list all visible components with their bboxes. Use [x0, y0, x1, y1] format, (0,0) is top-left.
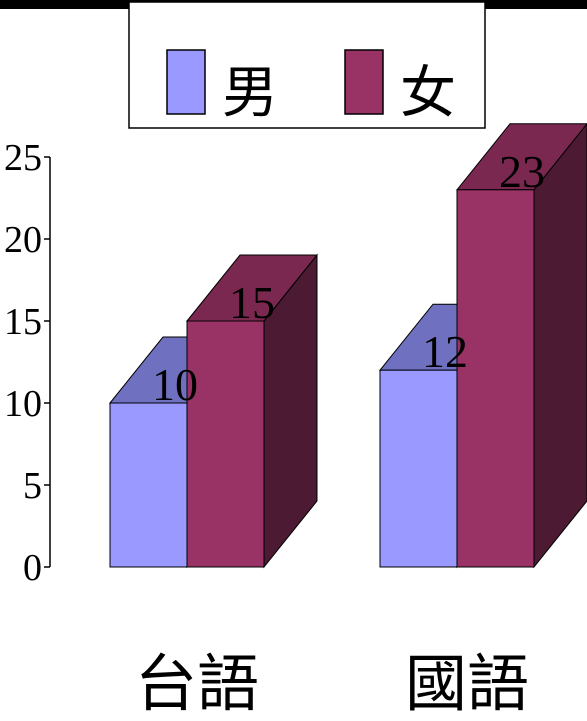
bar-female-0: [185, 253, 319, 569]
bar-front-face: [109, 402, 188, 568]
category-label-taiyu: 台語: [135, 647, 259, 720]
legend-swatch-female: [344, 49, 384, 115]
y-tick-label: 25: [4, 137, 42, 179]
legend: 男 女: [128, 1, 486, 129]
category-labels: 台語 國語: [135, 647, 529, 720]
y-tick-label: 5: [23, 465, 42, 507]
bar-front-face: [379, 369, 458, 568]
legend-label-female: 女: [400, 61, 456, 126]
bar-front-face: [186, 320, 265, 568]
y-tick-label: 15: [4, 301, 42, 343]
data-labels: 10 15 12 23: [152, 146, 545, 410]
y-axis: 0 5 10 15 20 25: [4, 137, 51, 589]
legend-label-male: 男: [222, 61, 278, 126]
category-label-guoyu: 國語: [405, 647, 529, 720]
data-label: 23: [499, 146, 545, 197]
y-tick-label: 20: [4, 219, 42, 261]
legend-swatch-male: [166, 49, 206, 115]
data-label: 12: [422, 326, 468, 377]
y-tick-label: 0: [23, 547, 42, 589]
y-tick-label: 10: [4, 383, 42, 425]
bars: [108, 123, 587, 569]
data-label: 10: [152, 359, 198, 410]
data-label: 15: [229, 277, 275, 328]
bar-female-1: [455, 123, 587, 569]
bar-front-face: [456, 189, 535, 568]
